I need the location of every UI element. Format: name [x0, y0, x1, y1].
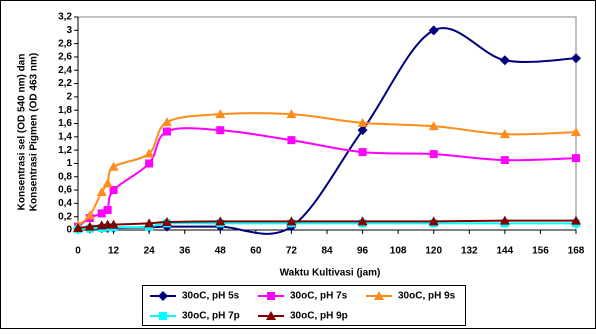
marker	[428, 121, 439, 131]
y-tick-label: 0,4	[58, 198, 72, 209]
y-axis-title: Konsentrasi Pigmen (OD 463 nm)	[29, 53, 40, 211]
marker	[161, 217, 172, 227]
marker	[357, 125, 368, 136]
y-tick-label: 2	[66, 92, 72, 103]
marker	[499, 129, 510, 139]
y-tick-label: 0	[66, 225, 72, 236]
y-tick-label: 1,8	[58, 105, 72, 116]
marker	[499, 55, 510, 66]
legend-label: 30oC, pH 7p	[182, 311, 240, 322]
legend-marker	[266, 311, 276, 320]
x-tick-label: 84	[321, 246, 333, 257]
y-tick-label: 0,8	[58, 171, 72, 182]
marker	[572, 154, 580, 163]
marker	[571, 215, 581, 225]
marker	[84, 221, 95, 231]
marker	[96, 187, 107, 197]
marker	[357, 117, 368, 127]
x-tick-label: 120	[425, 246, 442, 257]
marker	[215, 109, 226, 119]
x-tick-label: 168	[568, 246, 585, 257]
marker	[161, 117, 172, 127]
y-tick-label: 2,6	[58, 52, 72, 63]
x-tick-label: 72	[286, 246, 298, 257]
x-tick-label: 132	[461, 246, 478, 257]
legend-label: 30oC, pH 7s	[290, 291, 348, 302]
marker	[97, 209, 106, 218]
marker	[429, 150, 438, 159]
y-tick-label: 3,2	[58, 12, 72, 23]
y-tick-label: 2,2	[58, 78, 72, 89]
marker	[108, 161, 119, 171]
y-tick-label: 1,2	[58, 145, 72, 156]
y-tick-label: 0,2	[58, 211, 72, 222]
x-tick-label: 36	[179, 246, 191, 257]
y-tick-label: 1,6	[58, 118, 72, 129]
x-tick-label: 24	[144, 246, 156, 257]
legend-box	[142, 285, 466, 326]
y-axis-title: Konsentrasi sel (OD 540 nm) dan	[17, 54, 28, 211]
marker	[162, 127, 171, 136]
marker	[357, 216, 368, 226]
x-tick-label: 60	[250, 246, 262, 257]
marker	[571, 53, 581, 64]
x-tick-label: 108	[390, 246, 407, 257]
marker	[358, 148, 367, 157]
legend-marker	[159, 312, 167, 320]
marker	[73, 223, 83, 233]
marker	[428, 25, 439, 36]
marker	[287, 136, 296, 145]
marker	[499, 215, 510, 225]
x-axis-title: Waktu Kultivasi (jam)	[280, 268, 381, 279]
marker	[103, 206, 112, 215]
x-tick-label: 156	[532, 246, 549, 257]
marker	[286, 216, 297, 226]
marker	[500, 156, 509, 165]
y-tick-label: 2,4	[58, 65, 72, 76]
marker	[571, 127, 581, 137]
marker	[144, 218, 155, 228]
y-tick-label: 3	[66, 25, 72, 36]
x-tick-label: 48	[215, 246, 227, 257]
marker	[109, 186, 118, 195]
marker	[145, 159, 154, 168]
y-tick-label: 1	[66, 158, 72, 169]
x-tick-label: 144	[497, 246, 514, 257]
y-tick-label: 2,8	[58, 38, 72, 49]
y-tick-label: 1,4	[58, 131, 72, 142]
legend-label: 30oC, pH 9p	[290, 311, 348, 322]
marker	[215, 216, 226, 226]
marker	[216, 126, 225, 135]
legend-marker	[374, 291, 384, 300]
marker	[144, 148, 155, 158]
x-tick-label: 0	[75, 246, 81, 257]
legend-marker	[158, 291, 168, 301]
x-tick-label: 96	[357, 246, 369, 257]
marker	[84, 210, 95, 220]
legend-label: 30oC, pH 5s	[182, 291, 240, 302]
legend-marker	[267, 292, 275, 300]
marker	[286, 109, 297, 119]
legend-label: 30oC, pH 9s	[398, 291, 456, 302]
y-tick-label: 0,6	[58, 185, 72, 196]
plot-area	[77, 16, 577, 231]
marker	[102, 178, 113, 188]
x-tick-label: 12	[108, 246, 120, 257]
marker	[108, 219, 119, 229]
marker	[428, 216, 439, 226]
